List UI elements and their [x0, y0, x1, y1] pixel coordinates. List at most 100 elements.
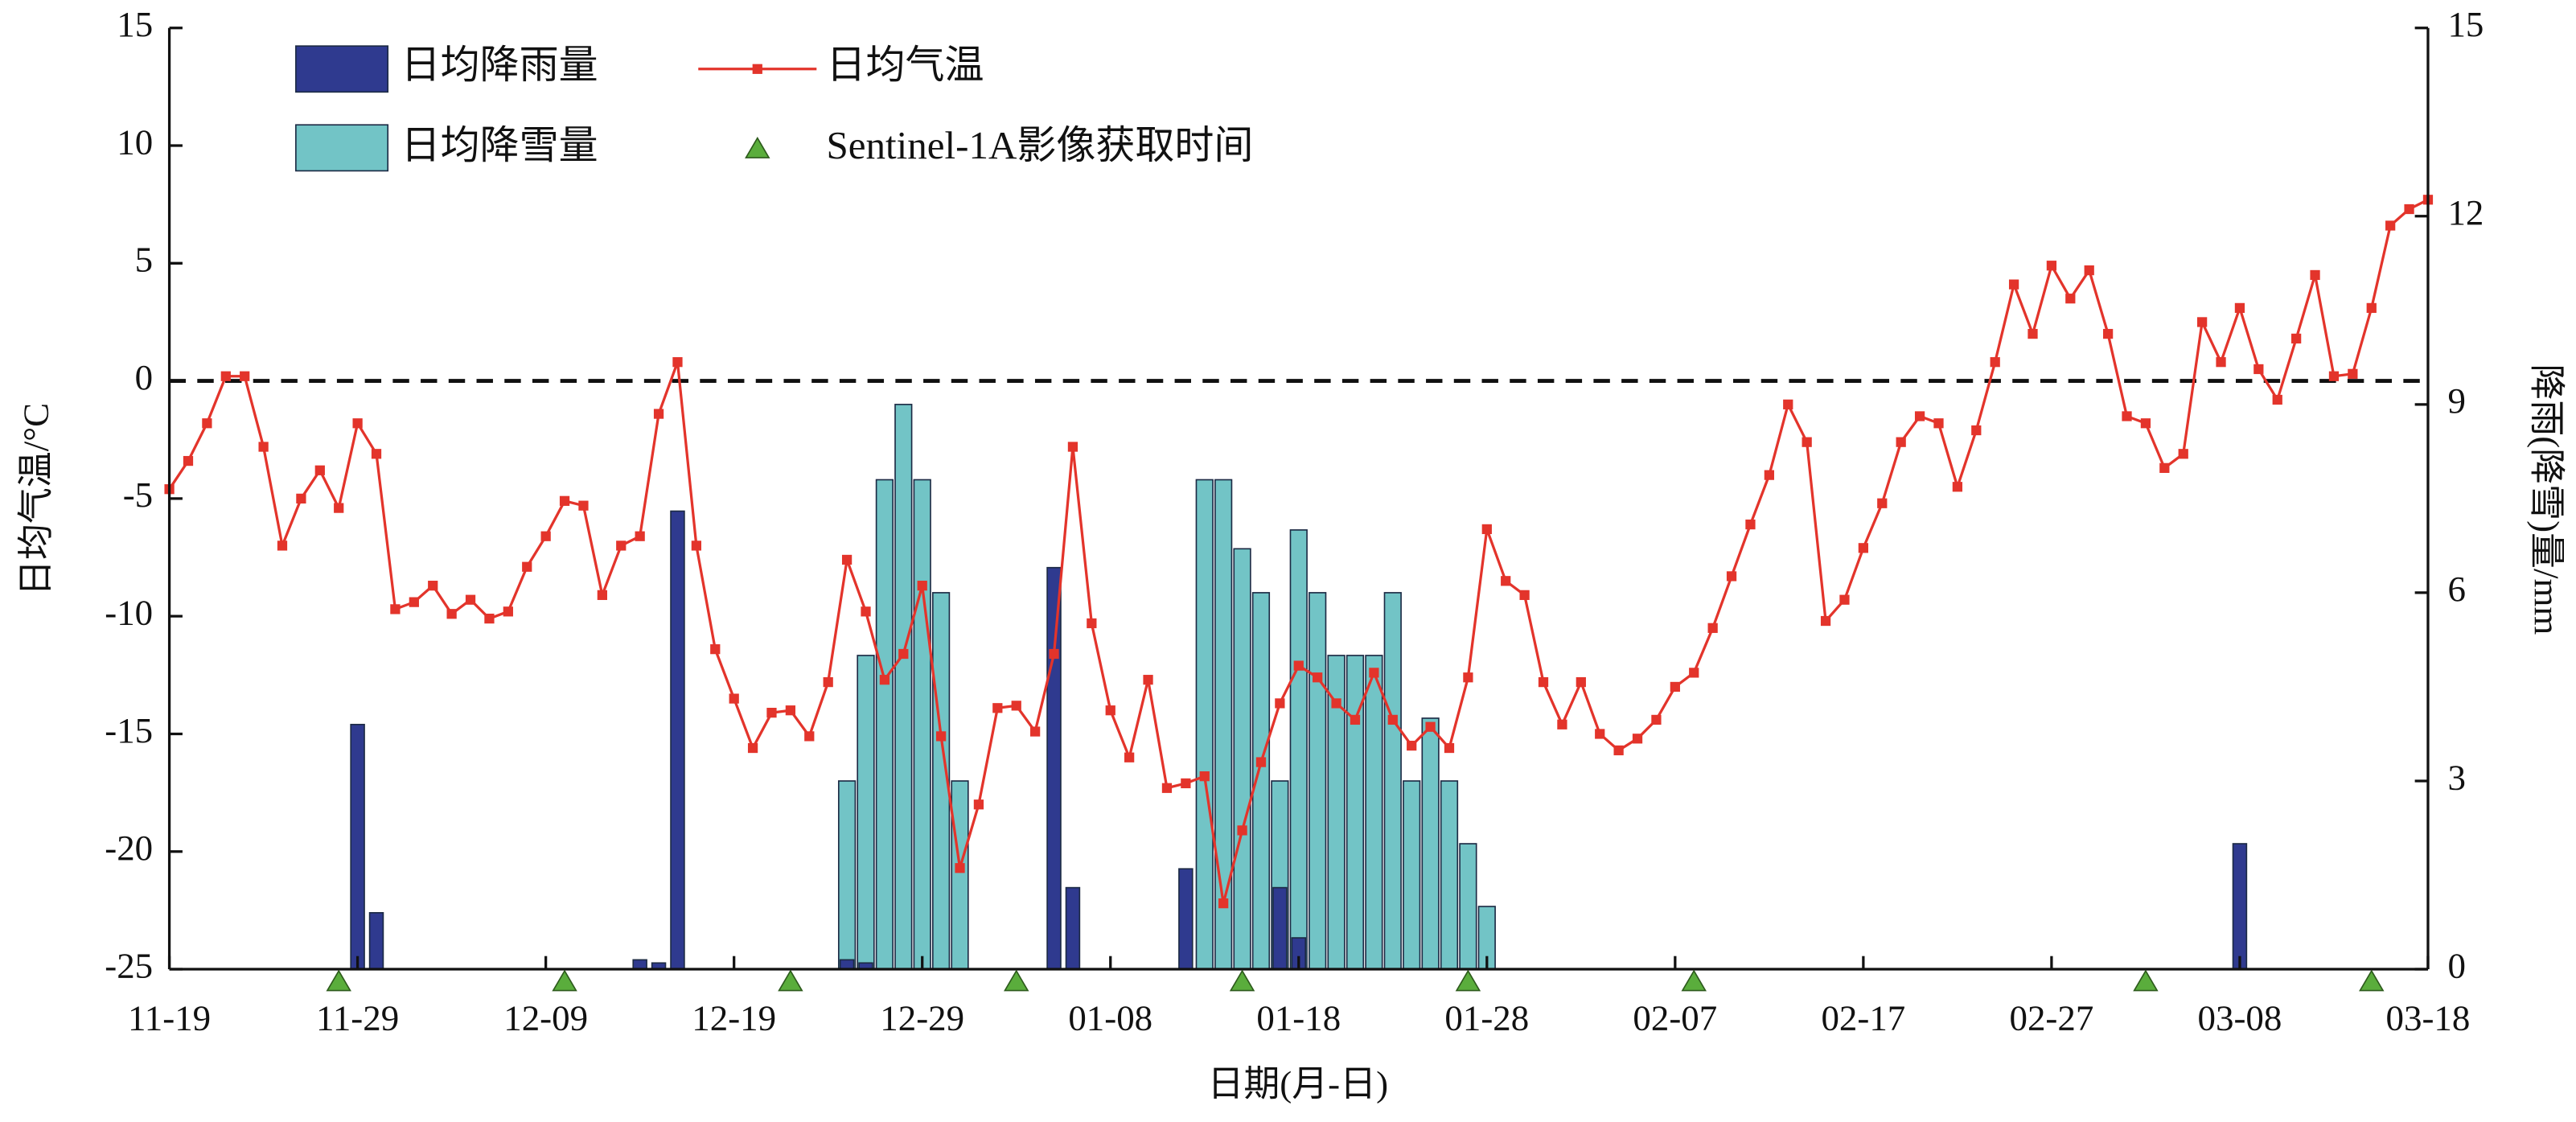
- line-marker: [710, 644, 721, 655]
- line-marker: [1858, 543, 1868, 553]
- line-marker: [1576, 676, 1586, 688]
- acquisition-marker: [2359, 969, 2385, 992]
- line-marker: [1124, 752, 1135, 762]
- line-marker: [1331, 698, 1341, 709]
- line-marker: [2272, 394, 2282, 405]
- x-tick-label: 02-17: [1821, 998, 1905, 1038]
- line-marker: [861, 606, 871, 617]
- line-marker: [2328, 371, 2340, 381]
- line-marker: [747, 742, 758, 754]
- line-marker: [2216, 357, 2226, 368]
- x-tick-label: 02-07: [1633, 998, 1717, 1038]
- bar: [1365, 655, 1383, 970]
- bar: [1289, 529, 1308, 970]
- line-marker: [1707, 623, 1718, 633]
- line-marker: [2028, 328, 2038, 339]
- bar: [894, 404, 913, 970]
- bar: [368, 912, 384, 970]
- bar: [875, 479, 894, 970]
- line-marker: [183, 455, 194, 466]
- line-marker: [1275, 698, 1285, 709]
- y2-tick-label: 9: [2447, 380, 2465, 421]
- acquisition-marker: [326, 969, 351, 992]
- line-marker: [314, 465, 325, 475]
- line-marker: [2159, 462, 2170, 473]
- line-marker: [1802, 437, 1812, 447]
- x-tick-label: 01-28: [1444, 998, 1529, 1038]
- bar: [632, 959, 647, 970]
- line-marker: [2122, 411, 2132, 421]
- line-marker: [202, 418, 212, 429]
- bar: [837, 780, 857, 970]
- line-marker: [371, 449, 382, 459]
- bar: [350, 723, 365, 970]
- line-marker: [334, 503, 344, 513]
- line-marker: [2084, 265, 2094, 276]
- line-marker: [1181, 778, 1191, 789]
- line-marker: [1519, 590, 1530, 600]
- line-marker: [522, 561, 532, 572]
- line-marker: [672, 357, 683, 368]
- line-marker: [2348, 368, 2358, 379]
- line-marker: [1199, 771, 1210, 782]
- y-tick-label: -15: [105, 710, 153, 750]
- x-tick-label: 11-19: [128, 998, 211, 1038]
- line-marker: [1087, 618, 1097, 629]
- line-marker: [1952, 482, 1963, 492]
- line-marker: [973, 799, 984, 810]
- bar: [1272, 886, 1288, 970]
- bar: [1459, 843, 1477, 970]
- line-marker: [1218, 898, 1229, 909]
- bar: [1233, 548, 1251, 970]
- line-marker: [1990, 357, 2000, 368]
- line-marker: [1143, 675, 1153, 685]
- y-tick-label: -5: [123, 475, 153, 515]
- line-marker: [898, 648, 909, 660]
- bar: [1046, 566, 1062, 970]
- x-tick-label: 03-18: [2386, 998, 2471, 1038]
- x-tick-label: 01-18: [1256, 998, 1341, 1038]
- x-tick-label: 02-27: [2009, 998, 2093, 1038]
- line-marker: [1293, 660, 1304, 671]
- line-marker: [1501, 576, 1511, 586]
- bar: [1065, 886, 1081, 970]
- line-marker: [785, 705, 796, 716]
- line-marker: [1161, 783, 1173, 793]
- line-marker: [2253, 364, 2264, 375]
- line-marker: [296, 493, 306, 504]
- line-marker: [935, 731, 947, 742]
- line-marker: [2291, 333, 2302, 344]
- line-marker: [1933, 418, 1944, 429]
- x-tick-label: 03-08: [2198, 998, 2282, 1038]
- x-tick-label: 11-29: [316, 998, 399, 1038]
- y-tick-label: 10: [117, 121, 153, 162]
- line-marker: [1425, 721, 1436, 732]
- line-marker: [1387, 714, 1398, 725]
- y-tick-label: 0: [135, 357, 153, 397]
- line-marker: [2140, 418, 2151, 429]
- line-marker: [1914, 411, 1925, 421]
- line-marker: [597, 590, 607, 600]
- line-marker: [1820, 615, 1831, 627]
- y-tick-label: 15: [117, 4, 153, 44]
- y-tick-label: -10: [105, 592, 153, 632]
- line-marker: [2178, 449, 2188, 459]
- bar: [1309, 592, 1327, 970]
- line-marker: [1049, 648, 1059, 660]
- line-marker: [2065, 294, 2076, 304]
- line-marker: [1011, 701, 1021, 711]
- bar: [1440, 780, 1459, 970]
- line-marker: [540, 531, 551, 541]
- y-tick-label: -25: [105, 945, 153, 985]
- y2-axis-title: 降雨(降雪)量/mm: [2527, 364, 2567, 635]
- line-marker: [729, 693, 739, 704]
- legend-swatch: [295, 124, 389, 172]
- acquisition-marker: [1229, 969, 1255, 992]
- acquisition-marker: [778, 969, 803, 992]
- bar: [1178, 868, 1194, 970]
- line-marker: [1745, 519, 1756, 530]
- line-marker: [220, 371, 231, 381]
- line-marker: [1350, 714, 1361, 725]
- line-marker: [2366, 302, 2377, 314]
